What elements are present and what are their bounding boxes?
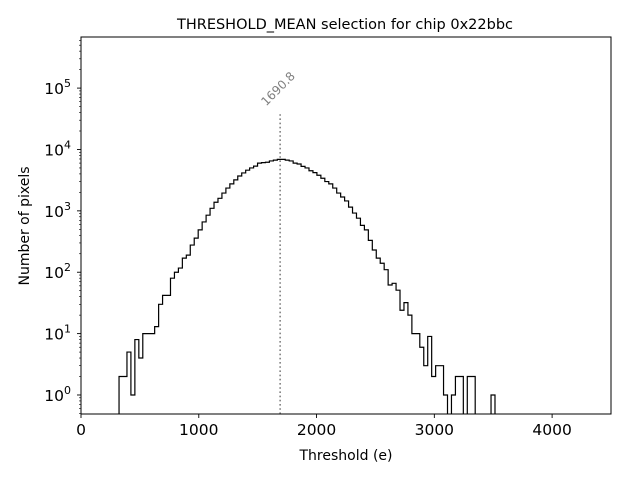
axes-frame (80, 36, 612, 415)
histogram-bin (163, 295, 167, 414)
histogram-outline (118, 158, 496, 414)
histogram-bin (218, 198, 222, 414)
histogram-bin (262, 163, 266, 414)
histogram-bin (329, 184, 333, 414)
x-tick-label: 1000 (179, 421, 218, 439)
histogram-bin (265, 162, 269, 414)
histogram-bin (388, 285, 392, 414)
histogram-bin (313, 173, 317, 414)
x-axis: 0 1000 2000 3000 4000 (76, 414, 572, 439)
histogram-bin (147, 334, 151, 414)
y-tick-label: 102 (44, 261, 71, 282)
histogram-bin (349, 207, 353, 414)
y-tick-label: 103 (44, 200, 71, 221)
histogram-bin (258, 163, 262, 414)
histogram-bin (273, 160, 277, 414)
histogram-bin (214, 202, 218, 414)
histogram-bin (246, 170, 250, 414)
histogram-bin (281, 159, 285, 414)
histogram-bin (242, 173, 246, 414)
histogram-bin (372, 250, 376, 414)
chart-title: THRESHOLD_MEAN selection for chip 0x22bb… (176, 17, 513, 33)
histogram-bin (341, 197, 345, 414)
histogram-bin (325, 182, 329, 414)
histogram-bin (380, 263, 384, 414)
histogram-bin (360, 225, 364, 414)
histogram-bin (412, 334, 416, 414)
histogram-bin (167, 295, 171, 414)
mean-vline-label: 1690.8 (258, 69, 298, 109)
histogram-bin (186, 255, 190, 414)
histogram-bin (238, 176, 242, 414)
x-axis-label: Threshold (e) (299, 448, 393, 464)
histogram-bin (206, 215, 210, 414)
histogram-bin (404, 303, 408, 414)
histogram-bin (123, 377, 127, 414)
x-tick-label: 2000 (297, 421, 336, 439)
histogram-bin (222, 193, 226, 414)
histogram-bin (392, 283, 396, 414)
histogram-bin (297, 164, 301, 414)
histogram-bin (353, 213, 357, 414)
histogram-bin (424, 366, 428, 414)
histogram-bin (198, 230, 202, 414)
histogram-bin (182, 258, 186, 414)
histogram-bin (174, 272, 178, 414)
histogram-bin (226, 188, 230, 414)
x-tick-label: 4000 (532, 421, 571, 439)
histogram-bin (155, 327, 159, 414)
histogram-bin (368, 240, 372, 414)
histogram-bin (305, 168, 309, 414)
y-tick-label: 105 (44, 77, 71, 98)
histogram-bin (432, 377, 436, 414)
y-axis-label: Number of pixels (17, 166, 33, 285)
histogram-bin (151, 334, 155, 414)
histogram-bin (376, 258, 380, 414)
y-tick-label: 101 (44, 323, 71, 344)
histogram-bin (317, 175, 321, 414)
histogram-bin (400, 310, 404, 414)
plot-area: 1690.8 (118, 69, 496, 414)
histogram-bin (333, 188, 337, 414)
histogram-bin (254, 166, 258, 414)
y-tick-label: 104 (44, 138, 71, 159)
histogram-bin (202, 222, 206, 414)
histogram-bin (337, 193, 341, 414)
histogram-bin (170, 278, 174, 414)
histogram-bin (285, 160, 289, 414)
histogram-bin (364, 230, 368, 414)
histogram-bin (139, 358, 143, 414)
x-tick-label: 3000 (415, 421, 454, 439)
histogram-bin (384, 270, 388, 414)
histogram-bin (301, 166, 305, 414)
x-tick-label: 0 (76, 421, 86, 439)
histogram-bin (131, 395, 135, 414)
histogram-bin (293, 163, 297, 414)
histogram-bin (234, 180, 238, 414)
histogram-bin (230, 184, 234, 414)
histogram-bin (345, 201, 349, 414)
y-axis: 100 101 102 103 104 105 (44, 40, 81, 414)
histogram-bin (269, 161, 273, 414)
histogram-bin (356, 218, 360, 414)
histogram-bin (321, 178, 325, 414)
histogram-bin (210, 208, 214, 414)
histogram-bin (194, 238, 198, 414)
histogram-bin (289, 161, 293, 414)
y-tick-label: 100 (44, 384, 71, 405)
histogram-bin (178, 268, 182, 414)
histogram-bin (309, 171, 313, 414)
histogram-bin (250, 168, 254, 414)
histogram-bin (190, 245, 194, 414)
